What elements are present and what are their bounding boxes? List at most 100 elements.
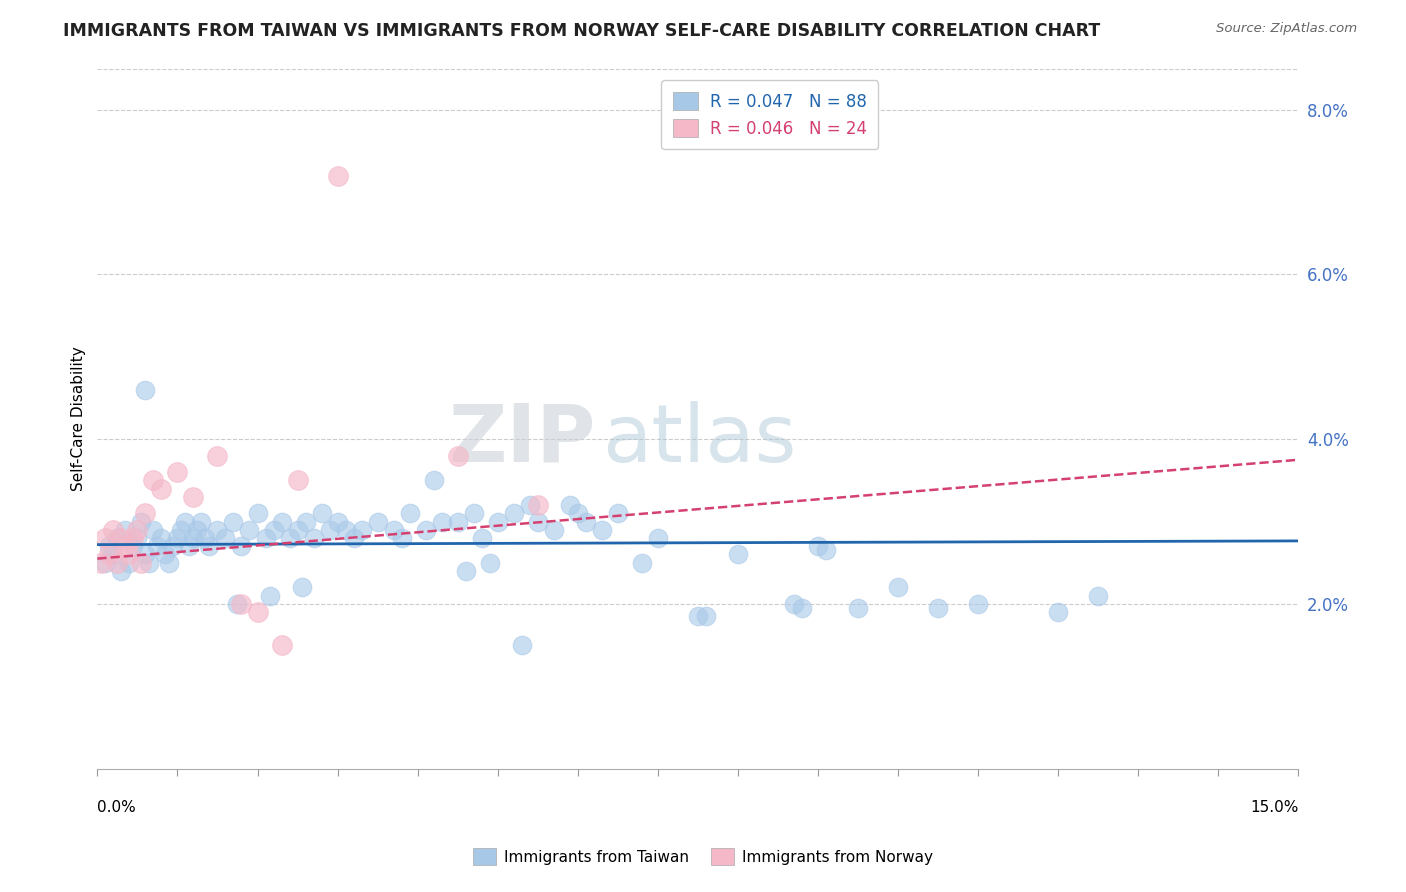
- Point: [727, 548, 749, 562]
- Point: [142, 474, 165, 488]
- Point: [783, 597, 806, 611]
- Point: [606, 506, 628, 520]
- Point: [686, 609, 709, 624]
- Point: [231, 597, 253, 611]
- Point: [335, 523, 357, 537]
- Point: [155, 548, 177, 562]
- Point: [278, 531, 301, 545]
- Point: [454, 564, 477, 578]
- Point: [157, 556, 180, 570]
- Point: [430, 515, 453, 529]
- Point: [246, 605, 269, 619]
- Y-axis label: Self-Care Disability: Self-Care Disability: [72, 346, 86, 491]
- Point: [447, 515, 470, 529]
- Point: [179, 539, 201, 553]
- Point: [105, 556, 128, 570]
- Point: [287, 474, 309, 488]
- Point: [134, 383, 156, 397]
- Point: [103, 548, 125, 562]
- Point: [647, 531, 669, 545]
- Point: [927, 601, 949, 615]
- Point: [122, 539, 145, 553]
- Point: [134, 506, 156, 520]
- Point: [967, 597, 990, 611]
- Point: [105, 531, 128, 545]
- Point: [302, 531, 325, 545]
- Point: [114, 523, 136, 537]
- Point: [326, 515, 349, 529]
- Point: [166, 531, 188, 545]
- Point: [382, 523, 405, 537]
- Point: [207, 523, 229, 537]
- Point: [695, 609, 717, 624]
- Point: [190, 515, 212, 529]
- Point: [463, 506, 485, 520]
- Text: 15.0%: 15.0%: [1250, 800, 1299, 815]
- Point: [246, 506, 269, 520]
- Point: [287, 523, 309, 537]
- Point: [127, 523, 149, 537]
- Point: [471, 531, 494, 545]
- Point: [526, 498, 548, 512]
- Point: [526, 515, 548, 529]
- Point: [98, 548, 121, 562]
- Point: [131, 556, 153, 570]
- Point: [170, 523, 193, 537]
- Point: [543, 523, 565, 537]
- Point: [127, 531, 149, 545]
- Point: [118, 548, 141, 562]
- Point: [226, 597, 249, 611]
- Text: IMMIGRANTS FROM TAIWAN VS IMMIGRANTS FROM NORWAY SELF-CARE DISABILITY CORRELATIO: IMMIGRANTS FROM TAIWAN VS IMMIGRANTS FRO…: [63, 22, 1101, 40]
- Point: [142, 523, 165, 537]
- Point: [510, 638, 533, 652]
- Point: [254, 531, 277, 545]
- Point: [1047, 605, 1070, 619]
- Point: [887, 581, 910, 595]
- Point: [238, 523, 260, 537]
- Point: [478, 556, 501, 570]
- Point: [194, 531, 217, 545]
- Point: [150, 482, 173, 496]
- Point: [846, 601, 869, 615]
- Point: [150, 531, 173, 545]
- Point: [294, 515, 316, 529]
- Point: [198, 539, 221, 553]
- Point: [118, 556, 141, 570]
- Point: [815, 543, 838, 558]
- Text: atlas: atlas: [602, 401, 796, 479]
- Point: [183, 490, 205, 504]
- Point: [290, 581, 312, 595]
- Point: [447, 449, 470, 463]
- Point: [790, 601, 813, 615]
- Text: ZIP: ZIP: [449, 401, 596, 479]
- Point: [134, 548, 156, 562]
- Point: [270, 515, 292, 529]
- Point: [326, 169, 349, 183]
- Point: [207, 449, 229, 463]
- Point: [519, 498, 541, 512]
- Point: [567, 506, 589, 520]
- Legend: Immigrants from Taiwan, Immigrants from Norway: Immigrants from Taiwan, Immigrants from …: [467, 842, 939, 871]
- Point: [186, 523, 208, 537]
- Point: [122, 531, 145, 545]
- Point: [270, 638, 292, 652]
- Point: [214, 531, 236, 545]
- Point: [103, 523, 125, 537]
- Point: [183, 531, 205, 545]
- Point: [231, 539, 253, 553]
- Legend: R = 0.047   N = 88, R = 0.046   N = 24: R = 0.047 N = 88, R = 0.046 N = 24: [661, 80, 879, 149]
- Point: [807, 539, 830, 553]
- Point: [367, 515, 389, 529]
- Point: [259, 589, 281, 603]
- Point: [575, 515, 598, 529]
- Point: [502, 506, 524, 520]
- Point: [391, 531, 413, 545]
- Point: [162, 539, 184, 553]
- Point: [1087, 589, 1109, 603]
- Point: [415, 523, 437, 537]
- Point: [558, 498, 581, 512]
- Text: 0.0%: 0.0%: [97, 800, 136, 815]
- Point: [263, 523, 285, 537]
- Point: [146, 539, 169, 553]
- Point: [131, 515, 153, 529]
